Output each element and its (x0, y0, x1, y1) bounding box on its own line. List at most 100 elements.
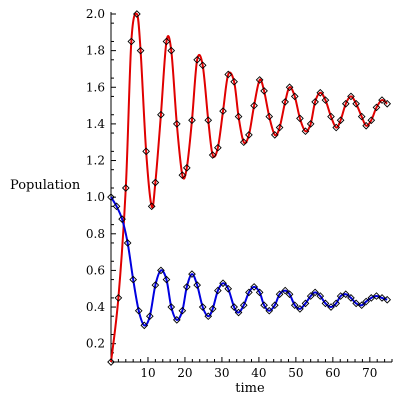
data-point-marker (265, 306, 274, 315)
data-point-marker (296, 114, 304, 123)
data-point-marker (133, 10, 141, 18)
data-point-marker (357, 301, 366, 310)
data-point-marker (260, 87, 268, 95)
data-point-marker (107, 193, 115, 201)
series-line-1 (110, 196, 388, 327)
data-point-marker (245, 131, 253, 139)
series-line-0 (110, 12, 388, 363)
x-tick-label: 60 (325, 366, 340, 380)
y-tick-label: 1.2 (86, 154, 105, 168)
data-point-marker (208, 151, 217, 159)
series-layer (110, 12, 388, 363)
data-point-marker (383, 295, 392, 304)
data-point-marker (157, 110, 165, 119)
x-axis-title: time (235, 381, 265, 396)
data-point-marker (275, 290, 284, 299)
x-tick-label: 20 (177, 366, 192, 380)
data-point-marker (296, 305, 304, 313)
data-point-marker (208, 305, 217, 313)
data-point-marker (290, 301, 299, 310)
data-point-marker (301, 299, 310, 308)
data-point-marker (357, 112, 366, 121)
data-point-marker (306, 120, 315, 128)
data-point-marker (112, 202, 121, 211)
data-point-marker (140, 321, 149, 330)
data-point-marker (127, 37, 136, 46)
data-point-marker (167, 303, 176, 311)
data-point-marker (245, 288, 253, 297)
ticks: 0.2 0.4 0.6 0.8 1.0 1.2 1.4 1.6 1.8 2.0 10 20 30 40 50… (86, 7, 393, 380)
data-point-marker (341, 99, 350, 108)
y-tick-label: 0.6 (86, 263, 105, 277)
data-point-marker (281, 286, 289, 295)
data-point-marker (255, 76, 264, 84)
data-point-marker (157, 266, 165, 275)
x-tick-label: 30 (214, 366, 229, 380)
data-point-marker (129, 275, 138, 284)
data-point-marker (178, 171, 187, 180)
y-tick-label: 0.4 (86, 300, 105, 314)
data-point-marker (198, 61, 207, 70)
data-point-marker (182, 283, 191, 291)
data-point-marker (270, 131, 279, 139)
y-tick-label: 1.8 (86, 44, 105, 58)
data-point-marker (352, 299, 360, 308)
data-point-marker (214, 143, 222, 152)
y-tick-label: 1.6 (86, 80, 105, 94)
data-point-marker (151, 281, 160, 289)
data-point-marker (123, 239, 132, 247)
data-point-marker (114, 294, 123, 302)
data-point-marker (145, 312, 154, 321)
x-tick-label: 10 (140, 366, 155, 380)
data-point-marker (188, 270, 196, 278)
data-point-marker (301, 127, 310, 136)
data-point-marker (239, 138, 248, 147)
data-point-marker (198, 303, 207, 311)
y-tick-label: 0.8 (86, 227, 105, 241)
data-point-marker (118, 215, 126, 223)
data-point-marker (178, 306, 187, 315)
data-point-marker (372, 292, 381, 300)
data-point-marker (265, 112, 274, 121)
data-point-marker (224, 70, 233, 79)
data-point-marker (219, 279, 227, 288)
data-point-marker (316, 88, 325, 97)
x-tick-label: 40 (251, 366, 266, 380)
data-point-marker (383, 99, 392, 108)
data-point-marker (219, 107, 227, 115)
y-tick-label: 0.2 (86, 337, 105, 351)
data-point-marker (136, 46, 145, 55)
data-point-marker (193, 281, 201, 289)
data-point-marker (162, 37, 171, 46)
x-tick-label: 70 (362, 366, 377, 380)
data-point-marker (327, 112, 335, 121)
data-point-marker (134, 306, 143, 315)
data-point-marker (367, 116, 376, 125)
data-point-marker (204, 312, 213, 321)
data-point-marker (151, 178, 160, 187)
data-point-marker (172, 316, 181, 324)
data-point-marker (172, 120, 181, 128)
data-point-marker (107, 358, 115, 366)
data-point-marker (121, 184, 130, 192)
data-point-marker (336, 116, 345, 125)
data-point-marker (321, 96, 330, 104)
data-point-marker (142, 147, 150, 156)
data-point-marker (362, 297, 370, 306)
y-tick-label: 2.0 (86, 7, 105, 21)
data-point-marker (362, 121, 370, 130)
data-point-marker (167, 46, 176, 55)
data-point-marker (230, 303, 238, 311)
axes (110, 12, 392, 363)
data-point-marker (214, 286, 222, 295)
marker-layer (107, 10, 392, 366)
data-point-marker (341, 290, 350, 299)
data-point-marker (260, 301, 268, 310)
data-point-marker (311, 98, 319, 106)
data-point-marker (255, 288, 264, 297)
data-point-marker (378, 96, 386, 104)
data-point-marker (224, 284, 233, 293)
data-point-marker (321, 299, 330, 308)
data-point-marker (347, 92, 355, 101)
